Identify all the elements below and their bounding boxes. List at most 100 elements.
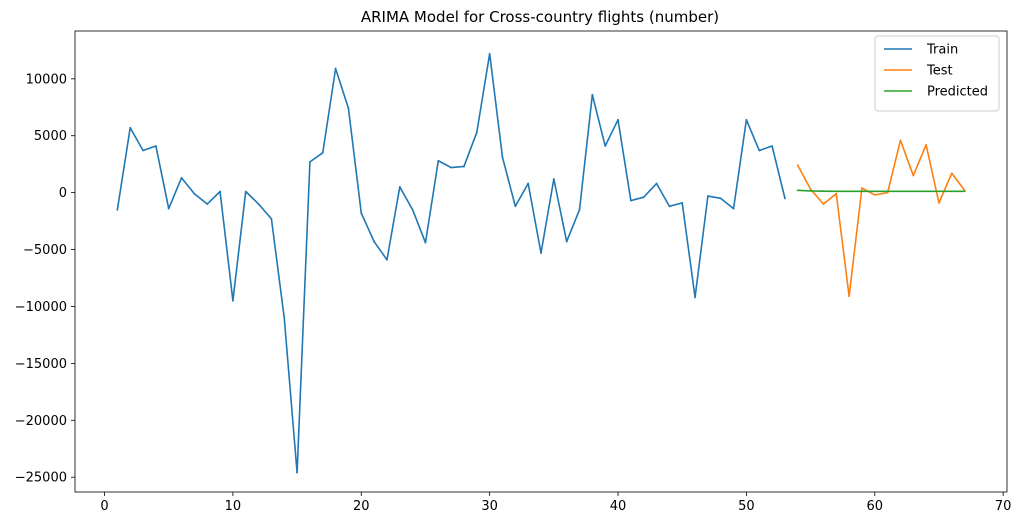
- x-tick-label: 40: [610, 499, 627, 514]
- data-point-train: [270, 217, 273, 220]
- data-point-train: [283, 316, 286, 319]
- data-point-train: [347, 107, 350, 110]
- data-point-train: [642, 196, 645, 199]
- data-point-train: [565, 240, 568, 243]
- y-tick-label: 5000: [34, 129, 67, 144]
- data-point-test: [950, 172, 953, 175]
- data-point-test: [861, 187, 863, 189]
- series-line-test: [796, 139, 966, 298]
- data-point-train: [591, 93, 594, 96]
- data-point-train: [578, 208, 581, 211]
- x-tick-label: 10: [225, 499, 242, 514]
- legend-label-predicted: Predicted: [927, 85, 988, 100]
- data-point-test: [809, 188, 812, 191]
- data-point-train: [232, 299, 234, 302]
- x-tick-label: 0: [100, 499, 108, 514]
- data-point-predicted: [912, 190, 915, 193]
- data-point-train: [758, 149, 761, 152]
- data-point-predicted: [822, 190, 825, 193]
- y-tick-label: 10000: [26, 72, 67, 87]
- y-tick-label: −10000: [15, 300, 67, 315]
- data-point-train: [629, 199, 632, 202]
- data-point-train: [514, 205, 517, 208]
- data-point-train: [206, 203, 209, 205]
- data-point-train: [142, 149, 144, 152]
- data-point-train: [706, 195, 709, 197]
- data-point-test: [848, 295, 850, 298]
- data-point-train: [540, 252, 542, 254]
- data-point-train: [244, 190, 247, 193]
- series-line-train: [116, 52, 786, 474]
- data-point-predicted: [848, 190, 850, 193]
- data-point-test: [912, 174, 915, 177]
- data-point-predicted: [963, 190, 966, 193]
- data-point-predicted: [925, 190, 928, 193]
- data-point-train: [784, 197, 786, 200]
- y-tick-label: 0: [59, 186, 67, 201]
- data-point-train: [745, 118, 748, 121]
- legend: Train Test Predicted: [874, 35, 1000, 112]
- data-point-train: [771, 145, 773, 147]
- data-point-train: [617, 118, 619, 121]
- x-tick-label: 70: [995, 499, 1012, 514]
- data-point-test: [938, 201, 940, 204]
- data-point-predicted: [938, 190, 940, 193]
- data-point-train: [360, 212, 363, 215]
- x-tick-label: 60: [867, 499, 884, 514]
- data-point-train: [398, 186, 401, 188]
- data-point-predicted: [835, 190, 838, 193]
- data-point-train: [463, 165, 465, 168]
- data-point-train: [321, 151, 324, 154]
- y-tick-label: −5000: [23, 243, 67, 258]
- legend-label-test: Test: [926, 64, 953, 79]
- plot-area: 0 10 20 30 40 50 60 70 −25000 −20000 −15000 −10000 −…: [15, 30, 1012, 514]
- data-point-train: [604, 145, 607, 147]
- data-point-train: [386, 258, 388, 261]
- data-point-train: [424, 241, 427, 244]
- data-point-train: [193, 192, 196, 195]
- data-point-predicted: [861, 190, 863, 193]
- data-point-train: [219, 190, 221, 193]
- chart-title: ARIMA Model for Cross-country flights (n…: [361, 8, 719, 26]
- y-tick-label: −25000: [15, 471, 67, 486]
- data-point-train: [154, 145, 157, 147]
- data-point-train: [180, 176, 183, 179]
- data-point-predicted: [873, 190, 876, 193]
- data-point-train: [116, 208, 119, 211]
- data-point-train: [501, 156, 504, 159]
- data-point-train: [488, 52, 491, 55]
- data-point-test: [822, 203, 825, 205]
- data-point-test: [925, 143, 928, 146]
- data-point-train: [411, 208, 414, 211]
- data-point-train: [732, 207, 735, 210]
- legend-label-train: Train: [926, 43, 958, 58]
- data-point-train: [167, 207, 170, 210]
- data-point-train: [309, 161, 311, 163]
- data-point-train: [129, 126, 132, 129]
- data-point-train: [694, 296, 696, 299]
- data-point-train: [719, 197, 722, 200]
- y-tick-label: −15000: [15, 357, 67, 372]
- data-point-train: [334, 67, 337, 70]
- data-point-predicted: [950, 190, 953, 193]
- legend-box: [874, 35, 1000, 112]
- data-point-train: [527, 182, 530, 185]
- data-point-train: [296, 471, 298, 474]
- data-point-test: [796, 164, 799, 167]
- data-point-predicted: [796, 189, 799, 192]
- data-point-test: [873, 194, 876, 196]
- data-point-test: [899, 139, 902, 142]
- data-point-train: [373, 240, 376, 243]
- data-point-train: [257, 203, 260, 205]
- data-point-train: [450, 166, 453, 169]
- axes-frame: [74, 30, 1008, 493]
- data-point-test: [835, 192, 838, 195]
- series-line-predicted: [796, 189, 966, 193]
- y-tick-label: −20000: [15, 414, 67, 429]
- data-point-train: [681, 201, 684, 204]
- x-tick-label: 20: [353, 499, 370, 514]
- data-point-train: [437, 159, 440, 162]
- data-point-test: [886, 191, 889, 194]
